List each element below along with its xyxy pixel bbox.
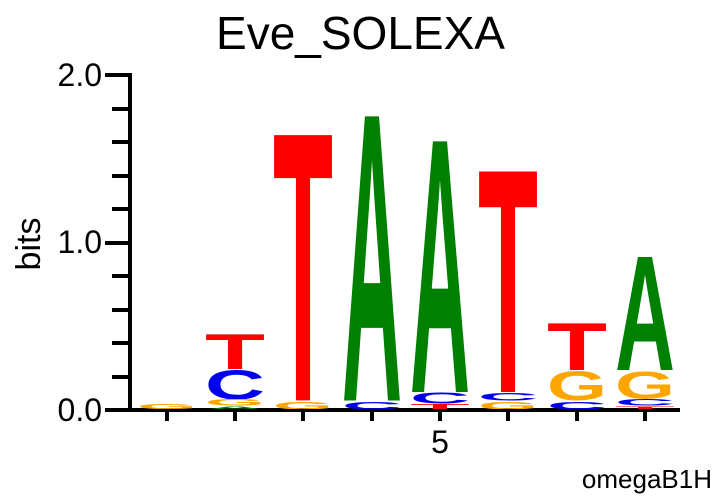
svg-text:T: T bbox=[478, 158, 538, 393]
y-major-tick bbox=[105, 73, 128, 77]
y-tick-label-1: 1.0 bbox=[57, 224, 102, 260]
svg-text:C: C bbox=[205, 369, 265, 399]
logo-letter-G: G bbox=[137, 404, 197, 409]
logo-letter-A: A bbox=[410, 126, 470, 392]
svg-text:G: G bbox=[205, 399, 265, 406]
svg-text:A: A bbox=[615, 250, 675, 371]
y-minor-tick bbox=[112, 274, 128, 278]
logo-letter-C: C bbox=[205, 369, 265, 399]
logo-letter-G: G bbox=[547, 370, 607, 400]
svg-text:C: C bbox=[478, 392, 538, 400]
svg-text:C: C bbox=[410, 392, 470, 404]
logo-letter-T: T bbox=[410, 404, 470, 409]
logo-letter-T: T bbox=[547, 320, 607, 370]
svg-text:G: G bbox=[137, 404, 197, 409]
svg-text:T: T bbox=[410, 404, 470, 409]
logo-letter-C: C bbox=[410, 392, 470, 404]
y-minor-tick bbox=[112, 341, 128, 345]
y-major-tick bbox=[105, 240, 128, 245]
x-tick bbox=[233, 412, 237, 421]
svg-text:G: G bbox=[615, 370, 675, 398]
svg-text:G: G bbox=[478, 401, 538, 409]
logo-letter-T: T bbox=[478, 158, 538, 393]
svg-text:T: T bbox=[273, 119, 333, 400]
page-title: Eve_SOLEXA bbox=[216, 7, 505, 59]
logo-letter-C: C bbox=[615, 399, 675, 406]
x-tick bbox=[506, 412, 511, 421]
logo-letter-A: A bbox=[342, 99, 402, 401]
svg-text:G: G bbox=[273, 401, 333, 409]
logo-letter-T: T bbox=[273, 119, 333, 400]
svg-text:A: A bbox=[342, 99, 402, 401]
y-minor-tick bbox=[112, 140, 128, 144]
logo-letter-C: C bbox=[478, 392, 538, 400]
svg-text:T: T bbox=[205, 332, 265, 369]
x-axis-line bbox=[128, 408, 680, 412]
x-tick bbox=[301, 412, 306, 421]
logo-letter-C: C bbox=[547, 401, 607, 409]
svg-text:T: T bbox=[615, 406, 675, 409]
x-tick bbox=[642, 412, 647, 421]
x-tick bbox=[437, 412, 442, 421]
y-minor-tick bbox=[112, 106, 128, 111]
logo-letter-C: C bbox=[342, 401, 402, 409]
y-minor-tick bbox=[112, 207, 128, 211]
y-minor-tick bbox=[112, 374, 128, 379]
y-axis-line bbox=[128, 73, 132, 412]
x-tick bbox=[574, 412, 579, 421]
svg-text:T: T bbox=[547, 320, 607, 370]
svg-text:G: G bbox=[547, 370, 607, 400]
x-tick bbox=[369, 412, 374, 421]
svg-text:C: C bbox=[615, 399, 675, 406]
y-minor-tick bbox=[112, 173, 128, 178]
logo-letter-A: A bbox=[615, 250, 675, 371]
svg-text:A: A bbox=[410, 126, 470, 392]
y-major-tick bbox=[105, 408, 128, 412]
y-tick-label-0: 0.0 bbox=[57, 392, 102, 428]
logo-letter-G: G bbox=[478, 401, 538, 409]
svg-text:C: C bbox=[547, 401, 607, 409]
svg-text:C: C bbox=[342, 401, 402, 409]
x-tick bbox=[164, 412, 169, 421]
attribution-text: omegaB1H bbox=[581, 464, 712, 494]
y-tick-label-2: 2.0 bbox=[57, 57, 102, 93]
svg-text:A: A bbox=[205, 406, 265, 409]
logo-letter-T: T bbox=[205, 332, 265, 369]
logo-letter-G: G bbox=[205, 399, 265, 406]
logo-letter-G: G bbox=[273, 401, 333, 409]
logo-letter-A: A bbox=[205, 406, 265, 409]
logo-letter-G: G bbox=[615, 370, 675, 398]
x-tick-label: 5 bbox=[431, 424, 449, 460]
y-minor-tick bbox=[112, 307, 128, 312]
logo-letter-T: T bbox=[615, 406, 675, 409]
